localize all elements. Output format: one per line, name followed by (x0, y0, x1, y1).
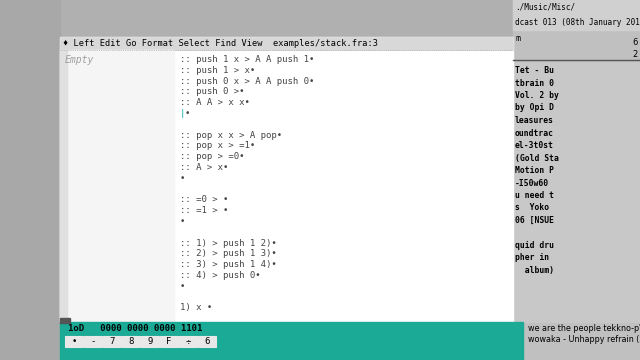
Text: ♦ Left Edit Go Format Select Find View  examples/stack.fra:3: ♦ Left Edit Go Format Select Find View e… (63, 39, 378, 48)
Text: s  Yoko: s Yoko (515, 203, 549, 212)
Bar (103, 336, 121, 347)
Text: Empty: Empty (65, 55, 94, 65)
Text: :: =1 > •: :: =1 > • (180, 206, 228, 215)
Bar (179, 336, 197, 347)
Text: :: 2) > push 1 3)•: :: 2) > push 1 3)• (180, 249, 276, 258)
Bar (513, 0, 640, 16)
Text: 06 [NSUE: 06 [NSUE (515, 216, 554, 225)
Bar (60, 37, 513, 322)
Text: 2: 2 (633, 50, 638, 59)
Text: :: push 0 x > A A push 0•: :: push 0 x > A A push 0• (180, 77, 314, 86)
Text: •: • (180, 217, 186, 226)
Text: el-3t0st: el-3t0st (515, 141, 554, 150)
Text: 7: 7 (109, 337, 115, 346)
Text: :: 3) > push 1 4)•: :: 3) > push 1 4)• (180, 260, 276, 269)
Text: Vol. 2 by: Vol. 2 by (515, 91, 559, 100)
Text: u need t: u need t (515, 191, 554, 200)
Text: •: • (184, 109, 190, 118)
Text: :: 4) > push 0•: :: 4) > push 0• (180, 271, 260, 280)
Bar (513, 16, 640, 30)
Bar (160, 336, 178, 347)
Text: :: push 0 >•: :: push 0 >• (180, 87, 244, 96)
Text: :: 1) > push 1 2)•: :: 1) > push 1 2)• (180, 239, 276, 248)
Text: album): album) (515, 266, 554, 275)
Text: •: • (180, 282, 186, 291)
Text: we are the people tekkno-pW-S: we are the people tekkno-pW-S (528, 324, 640, 333)
Text: :: A A > x x•: :: A A > x x• (180, 98, 250, 107)
Text: Motion P: Motion P (515, 166, 554, 175)
Bar (60, 322, 523, 360)
Text: -: - (90, 337, 96, 346)
Text: by Opi D: by Opi D (515, 104, 554, 112)
Bar (198, 336, 216, 347)
Text: :: push 1 > x•: :: push 1 > x• (180, 66, 255, 75)
Text: :: push 1 x > A A push 1•: :: push 1 x > A A push 1• (180, 55, 314, 64)
Text: Tet - Bu: Tet - Bu (515, 66, 554, 75)
Text: :: pop > =0•: :: pop > =0• (180, 152, 244, 161)
Text: :: pop x > =1•: :: pop x > =1• (180, 141, 255, 150)
Text: ./Music/Misc/: ./Music/Misc/ (515, 2, 575, 11)
Text: 1oD   0000 0000 0000 1101: 1oD 0000 0000 0000 1101 (68, 324, 202, 333)
Text: F: F (166, 337, 172, 346)
Text: :: A > x•: :: A > x• (180, 163, 228, 172)
Text: :: pop x x > A pop•: :: pop x x > A pop• (180, 131, 282, 140)
Bar (60, 50, 68, 322)
Text: quid dru: quid dru (515, 241, 554, 250)
Text: 1) x •: 1) x • (180, 303, 212, 312)
Text: :: =0 > •: :: =0 > • (180, 195, 228, 204)
Bar (0, 0, 60, 360)
Text: -I50w60: -I50w60 (515, 179, 549, 188)
Text: tbrain 0: tbrain 0 (515, 78, 554, 87)
Text: dcast 013 (08th January 2017) [u: dcast 013 (08th January 2017) [u (515, 18, 640, 27)
Text: 9: 9 (147, 337, 153, 346)
Text: oundtrac: oundtrac (515, 129, 554, 138)
Text: 6: 6 (632, 38, 638, 47)
Text: pher in: pher in (515, 253, 549, 262)
Text: leasures: leasures (515, 116, 554, 125)
Text: •: • (180, 174, 186, 183)
Bar (122, 336, 140, 347)
Bar (60, 50, 175, 322)
Text: 8: 8 (128, 337, 134, 346)
Text: (Gold Sta: (Gold Sta (515, 153, 559, 162)
Text: wowaka - Unhappy refrain (201: wowaka - Unhappy refrain (201 (528, 335, 640, 344)
Text: m: m (515, 34, 520, 43)
Bar (60, 37, 513, 50)
Bar (513, 62, 640, 322)
Text: •: • (71, 337, 77, 346)
Bar (65, 336, 83, 347)
Bar (60, 318, 70, 323)
Bar (141, 336, 159, 347)
Text: |: | (180, 109, 186, 118)
Bar (513, 0, 640, 360)
Text: 6: 6 (204, 337, 210, 346)
Bar (84, 336, 102, 347)
Text: ÷: ÷ (186, 337, 191, 346)
